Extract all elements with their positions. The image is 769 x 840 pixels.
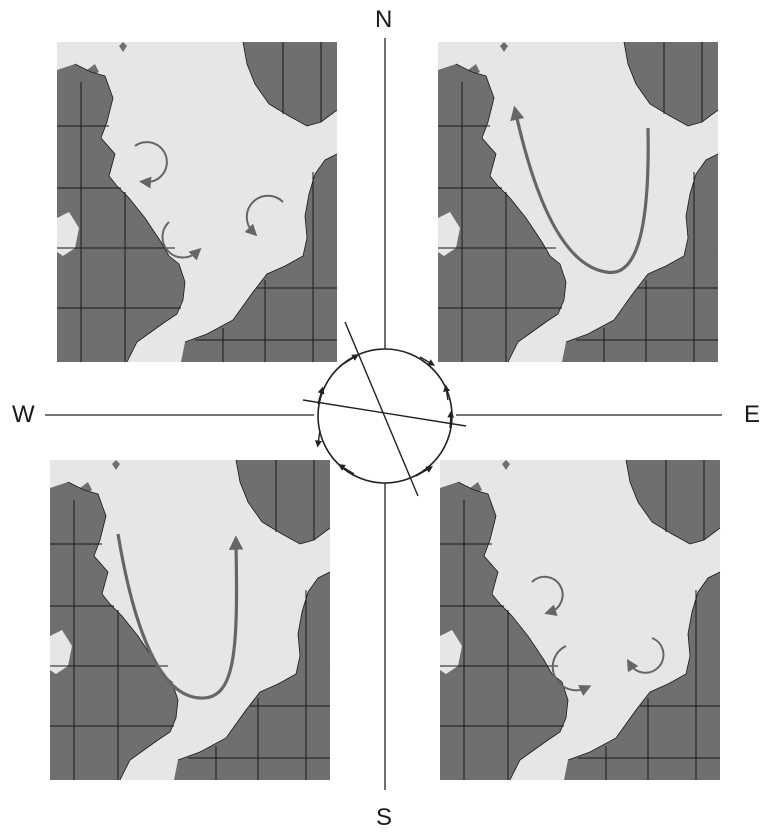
loop-arrow-ne	[510, 105, 650, 275]
compass-axes	[45, 38, 722, 790]
compass-circle-icon	[302, 321, 467, 497]
map-panel-sw	[49, 459, 331, 781]
loop-arrow-sw	[116, 533, 244, 700]
map-panel-nw	[56, 41, 338, 363]
map-panel-ne	[437, 41, 719, 363]
map-panel-se	[439, 459, 721, 781]
compass-label-north: N	[375, 6, 393, 33]
eddy-arrows-se	[531, 575, 665, 696]
compass-label-east: E	[744, 401, 761, 428]
compass-label-west: W	[12, 401, 35, 428]
compass-label-south: S	[376, 804, 393, 831]
eddy-arrows-nw	[134, 141, 284, 261]
